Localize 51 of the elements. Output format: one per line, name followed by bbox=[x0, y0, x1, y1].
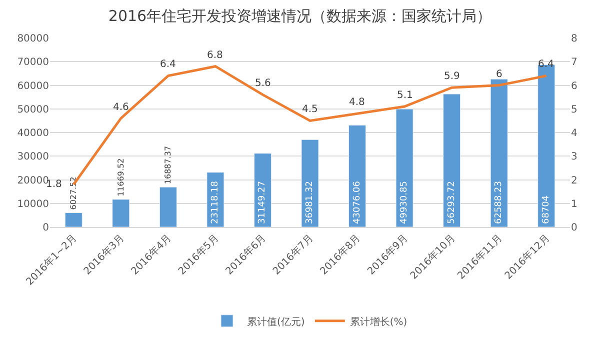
legend-label: 累计增长(%) bbox=[350, 316, 408, 328]
data-label: 6027.52 bbox=[69, 176, 78, 210]
bar bbox=[112, 199, 130, 227]
bar bbox=[348, 124, 366, 227]
y2-tick-label: 8 bbox=[571, 34, 578, 44]
data-label: 56293.72 bbox=[446, 181, 457, 224]
data-label: 31149.27 bbox=[258, 181, 268, 224]
data-label: 5.1 bbox=[397, 90, 413, 101]
data-label: 43076.06 bbox=[352, 180, 362, 224]
bar bbox=[159, 186, 177, 227]
data-label: 49930.85 bbox=[400, 181, 410, 224]
y2-tick-label: 1 bbox=[571, 198, 578, 210]
data-label: 5.9 bbox=[444, 71, 460, 82]
data-label: 6.8 bbox=[207, 50, 223, 61]
y-tick-label: 40000 bbox=[17, 128, 49, 139]
data-label: 4.5 bbox=[302, 104, 318, 115]
data-label: 62588.23 bbox=[494, 181, 504, 224]
bar bbox=[254, 153, 272, 227]
y2-tick-label: 6 bbox=[571, 80, 578, 92]
data-label: 16887.37 bbox=[164, 146, 173, 184]
y2-tick-label: 2 bbox=[571, 175, 578, 186]
y-tick-label: 70000 bbox=[17, 57, 49, 68]
y-tick-label: 60000 bbox=[17, 80, 49, 92]
y2-tick-label: 5 bbox=[571, 104, 578, 116]
bar bbox=[64, 212, 82, 227]
y2-tick-label: 3 bbox=[571, 152, 578, 163]
bar bbox=[490, 78, 508, 227]
data-label: 5.6 bbox=[255, 78, 271, 89]
data-label: 1.8 bbox=[46, 179, 62, 190]
y2-tick-label: 7 bbox=[571, 57, 578, 68]
bar bbox=[301, 139, 319, 227]
data-label: 11669.52 bbox=[116, 158, 126, 196]
y2-tick-label: 0 bbox=[571, 222, 578, 234]
bar bbox=[443, 94, 461, 227]
bar bbox=[396, 108, 414, 227]
y-tick-label: 10000 bbox=[17, 198, 49, 210]
y-tick-label: 30000 bbox=[17, 152, 49, 163]
legend-label: 累计值(亿元) bbox=[247, 316, 305, 328]
data-label: 6.4 bbox=[160, 59, 176, 70]
y-tick-label: 50000 bbox=[17, 104, 49, 116]
data-label: 23118.18 bbox=[210, 180, 220, 224]
chart-title: 2016年住宅开发投资增速情况（数据来源：国家统计局） bbox=[108, 6, 492, 25]
y2-tick-label: 4 bbox=[571, 128, 578, 139]
data-label: 4.8 bbox=[349, 97, 365, 108]
y-tick-label: 80000 bbox=[17, 34, 49, 44]
y-tick-label: 0 bbox=[42, 222, 49, 234]
data-label: 6 bbox=[496, 69, 502, 80]
data-label: 4.6 bbox=[113, 102, 129, 113]
bar bbox=[206, 172, 224, 227]
data-label: 68704 bbox=[541, 195, 552, 224]
data-label: 36981.32 bbox=[305, 181, 315, 224]
